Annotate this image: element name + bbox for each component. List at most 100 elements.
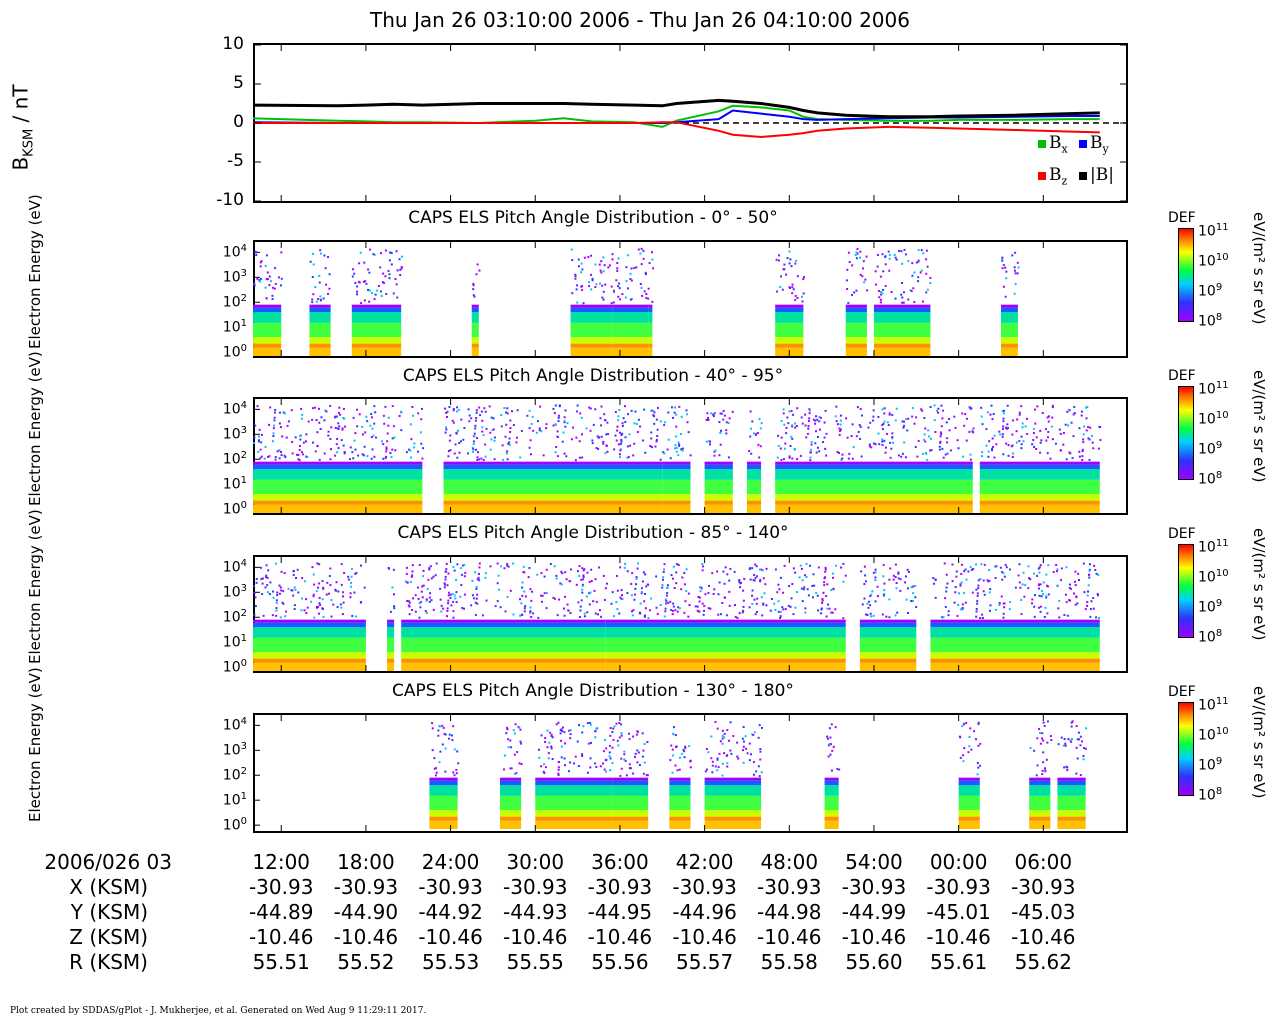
spectrogram-speckle <box>456 406 459 409</box>
spectrogram-speckle <box>1009 601 1012 604</box>
spectrogram-speckle <box>709 607 712 610</box>
spectrogram-speckle <box>1070 740 1073 743</box>
spectrogram-speckle <box>972 427 975 430</box>
spectrogram-speckle <box>609 727 612 730</box>
spectrogram-speckle <box>339 413 342 416</box>
spectrogram-speckle <box>271 294 274 297</box>
spectrogram-speckle <box>825 595 828 598</box>
spectrogram-speckle <box>962 591 965 594</box>
spectrogram-speckle <box>316 562 319 565</box>
spectrogram-band <box>746 504 762 513</box>
spectrogram-speckle <box>576 740 579 743</box>
spectrogram-speckle <box>831 749 834 752</box>
spectrogram-speckle <box>729 749 732 752</box>
spectrogram-speckle <box>581 753 584 756</box>
spectrogram-speckle <box>530 616 533 619</box>
spectrogram-speckle <box>901 420 904 423</box>
spectrogram-speckle <box>642 257 645 260</box>
spectrogram-speckle <box>356 425 359 428</box>
spectrogram-band <box>704 785 762 796</box>
spectrogram-speckle <box>1044 770 1047 773</box>
spectrogram-speckle <box>1042 761 1045 764</box>
spectrogram-speckle <box>845 279 848 282</box>
spectrogram-speckle <box>895 258 898 261</box>
spectrogram-speckle <box>1018 411 1021 414</box>
spectrogram-speckle <box>1066 410 1069 413</box>
spectrogram-band <box>845 307 867 313</box>
spectrogram-speckle <box>775 258 778 261</box>
spectrogram-speckle <box>623 753 626 756</box>
spectrogram-band <box>958 777 980 781</box>
spectrogram-speckle <box>613 725 616 728</box>
spectrogram-speckle <box>675 413 678 416</box>
spectrogram-speckle <box>963 747 966 750</box>
spectrogram-speckle <box>666 586 669 589</box>
spectrogram-speckle <box>777 610 780 613</box>
spectrogram-speckle <box>512 424 515 427</box>
spectrogram-speckle <box>609 769 612 772</box>
spectrogram-speckle <box>1002 453 1005 456</box>
spectrogram-speckle <box>448 733 451 736</box>
spectrogram-speckle <box>275 562 278 565</box>
spectrogram-speckle <box>790 435 793 438</box>
spectrogram-band <box>669 816 691 821</box>
spectrogram-speckle <box>620 734 623 737</box>
spectrogram-speckle <box>583 568 586 571</box>
spectrogram-speckle <box>443 582 446 585</box>
spectrogram-speckle <box>894 419 897 422</box>
spectrogram-speckle <box>836 450 839 453</box>
spectrogram-speckle <box>291 441 294 444</box>
spectrogram-speckle <box>475 411 478 414</box>
spectrogram-speckle <box>484 443 487 446</box>
spectrogram-speckle <box>284 615 287 618</box>
spectrogram-speckle <box>655 440 658 443</box>
spectrogram-band <box>443 479 663 495</box>
spectrogram-speckle <box>630 582 633 585</box>
spectrogram-speckle <box>508 437 511 440</box>
spectrogram-speckle <box>449 434 452 437</box>
spectrogram-speckle <box>282 590 285 593</box>
spectrogram-speckle <box>887 250 890 253</box>
spectrogram-speckle <box>799 564 802 567</box>
spectrogram-speckle <box>318 274 321 277</box>
spectrogram-speckle <box>917 276 920 279</box>
spectrogram-speckle <box>859 437 862 440</box>
spectrogram-speckle <box>1039 451 1042 454</box>
spectrogram-speckle <box>773 602 776 605</box>
spectrogram-speckle <box>620 594 623 597</box>
spectrogram-speckle <box>698 596 701 599</box>
spectrogram-speckle <box>655 438 658 441</box>
spectrogram-speckle <box>831 611 834 614</box>
spectrogram-speckle <box>342 444 345 447</box>
spectrogram-speckle <box>476 602 479 605</box>
spectrogram-speckle <box>883 420 886 423</box>
spectrogram-band <box>873 307 931 313</box>
spectrogram-speckle <box>420 442 423 445</box>
spectrogram-band <box>662 461 691 465</box>
spectrogram-speckle <box>867 606 870 609</box>
spectrogram-speckle <box>821 599 824 602</box>
spectrogram-speckle <box>282 411 285 414</box>
spectrogram-speckle <box>674 764 677 767</box>
spectrogram-speckle <box>903 424 906 427</box>
spectrogram-speckle <box>445 568 448 571</box>
spectrogram-speckle <box>713 450 716 453</box>
spectrogram-speckle <box>635 577 638 580</box>
spectrogram-speckle <box>949 449 952 452</box>
colorbar-tick: 108 <box>1198 312 1223 330</box>
spectrogram-speckle <box>890 447 893 450</box>
spectrogram-speckle <box>805 575 808 578</box>
spectrogram-band <box>1057 810 1086 817</box>
spectrogram-speckle <box>651 300 654 303</box>
spectrogram-speckle <box>317 298 320 301</box>
spectrogram-speckle <box>337 590 340 593</box>
spectrogram-speckle <box>725 429 728 432</box>
spectrogram-speckle <box>354 432 357 435</box>
spectrogram-speckle <box>703 604 706 607</box>
spectrogram-speckle <box>681 449 684 452</box>
spectrogram-speckle <box>1092 597 1095 600</box>
spectrogram-speckle <box>1086 600 1089 603</box>
spectrogram-band <box>704 494 733 501</box>
spectrogram-speckle <box>521 586 524 589</box>
spectrogram-speckle <box>864 574 867 577</box>
